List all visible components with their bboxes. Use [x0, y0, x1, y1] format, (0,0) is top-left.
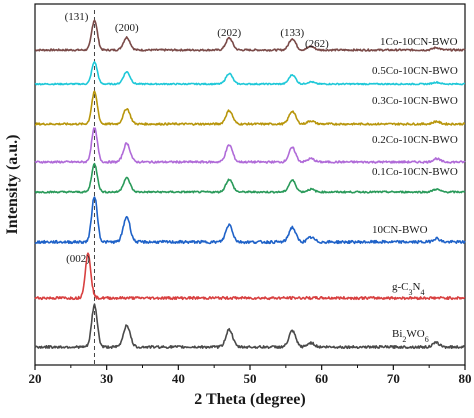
series-label-6: g-C3N4 [392, 281, 424, 297]
peak-label-4: (262) [305, 38, 329, 50]
x-tick-label-40: 40 [172, 371, 185, 386]
peak-label-5: (002) [66, 253, 90, 265]
y-axis-title: Intensity (a.u.) [4, 134, 21, 234]
x-axis-title: 2 Theta (degree) [194, 391, 305, 408]
peak-label-3: (133) [280, 27, 304, 39]
x-tick-label-30: 30 [100, 371, 113, 386]
peak-label-2: (202) [217, 27, 241, 39]
peak-label-1: (200) [115, 22, 139, 34]
x-tick-label-70: 70 [387, 371, 400, 386]
x-tick-label-80: 80 [459, 371, 472, 386]
series-label-0: 1Co-10CN-BWO [380, 36, 458, 48]
series-label-7: Bi2WO6 [392, 328, 429, 344]
series-label-5: 10CN-BWO [372, 224, 428, 236]
x-tick-label-60: 60 [315, 371, 328, 386]
peak-label-0: (131) [65, 11, 89, 23]
x-tick-label-50: 50 [244, 371, 257, 386]
series-line-0 [34, 19, 466, 52]
series-line-6 [34, 252, 466, 301]
label-layer: 1Co-10CN-BWO 0.5Co-10CN-BWO 0.3Co-10CN-BWO… [65, 11, 458, 344]
series-line-5 [34, 196, 466, 245]
series-line-1 [34, 61, 466, 86]
series-layer [34, 19, 466, 350]
series-line-3 [34, 127, 466, 164]
series-line-2 [34, 90, 466, 126]
series-label-4: 0.1Co-10CN-BWO [372, 166, 458, 178]
series-label-1: 0.5Co-10CN-BWO [372, 65, 458, 77]
series-label-2: 0.3Co-10CN-BWO [372, 95, 458, 107]
series-line-7 [34, 303, 466, 350]
series-line-4 [34, 162, 466, 194]
series-label-3: 0.2Co-10CN-BWO [372, 134, 458, 146]
x-tick-label-20: 20 [29, 371, 42, 386]
